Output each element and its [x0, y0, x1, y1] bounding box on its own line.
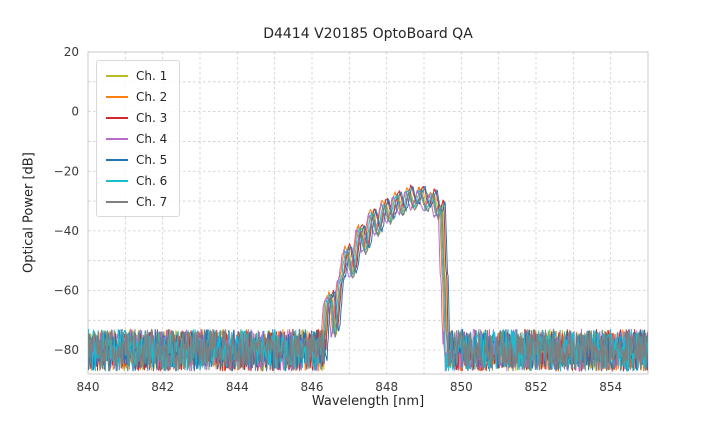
legend-item-ch7: Ch. 7 — [106, 193, 167, 210]
legend-label: Ch. 2 — [136, 89, 168, 104]
y-tick-label: 20 — [64, 45, 79, 59]
legend-label: Ch. 4 — [136, 131, 168, 146]
legend-item-ch5: Ch. 5 — [106, 151, 167, 168]
y-tick-label: −20 — [54, 164, 79, 178]
legend-line-swatch — [106, 74, 128, 77]
y-tick-label: 0 — [71, 105, 79, 119]
x-tick-label: 850 — [450, 380, 473, 394]
x-tick-label: 842 — [151, 380, 174, 394]
legend-label: Ch. 3 — [136, 110, 168, 125]
chart-title: D4414 V20185 OptoBoard QA — [263, 26, 473, 42]
x-tick-label: 854 — [599, 380, 622, 394]
x-axis-label: Wavelength [nm] — [311, 394, 425, 409]
legend-line-swatch — [106, 95, 128, 98]
legend-line-swatch — [106, 137, 128, 140]
trace-ch-6 — [88, 189, 648, 372]
x-tick-label: 844 — [226, 380, 249, 394]
y-tick-label: −40 — [54, 224, 79, 238]
legend-item-ch2: Ch. 2 — [106, 88, 167, 105]
x-tick-label: 840 — [77, 380, 100, 394]
legend-item-ch3: Ch. 3 — [106, 109, 167, 126]
legend-label: Ch. 7 — [136, 194, 168, 209]
legend-line-swatch — [106, 179, 128, 182]
legend-label: Ch. 1 — [136, 68, 168, 83]
y-tick-label: −80 — [54, 343, 79, 357]
legend: Ch. 1 Ch. 2 Ch. 3 Ch. 4 Ch. 5 Ch. 6 Ch. 7 — [96, 60, 181, 217]
legend-label: Ch. 5 — [136, 152, 168, 167]
plot-border — [87, 51, 649, 375]
legend-line-swatch — [106, 116, 128, 119]
legend-line-swatch — [106, 158, 128, 161]
x-tick-label: 848 — [375, 380, 398, 394]
legend-item-ch1: Ch. 1 — [106, 67, 167, 84]
legend-line-swatch — [106, 200, 128, 203]
legend-item-ch4: Ch. 4 — [106, 130, 167, 147]
x-tick-label: 852 — [525, 380, 548, 394]
y-tick-label: −60 — [54, 284, 79, 298]
legend-label: Ch. 6 — [136, 173, 168, 188]
trace-ch-7 — [88, 191, 648, 372]
series-lines — [88, 184, 648, 372]
legend-item-ch6: Ch. 6 — [106, 172, 167, 189]
x-tick-label: 846 — [301, 380, 324, 394]
tick-labels: 840 842 844 846 848 850 852 854 20 0 −20 −40 −60 −80 — [54, 45, 622, 394]
